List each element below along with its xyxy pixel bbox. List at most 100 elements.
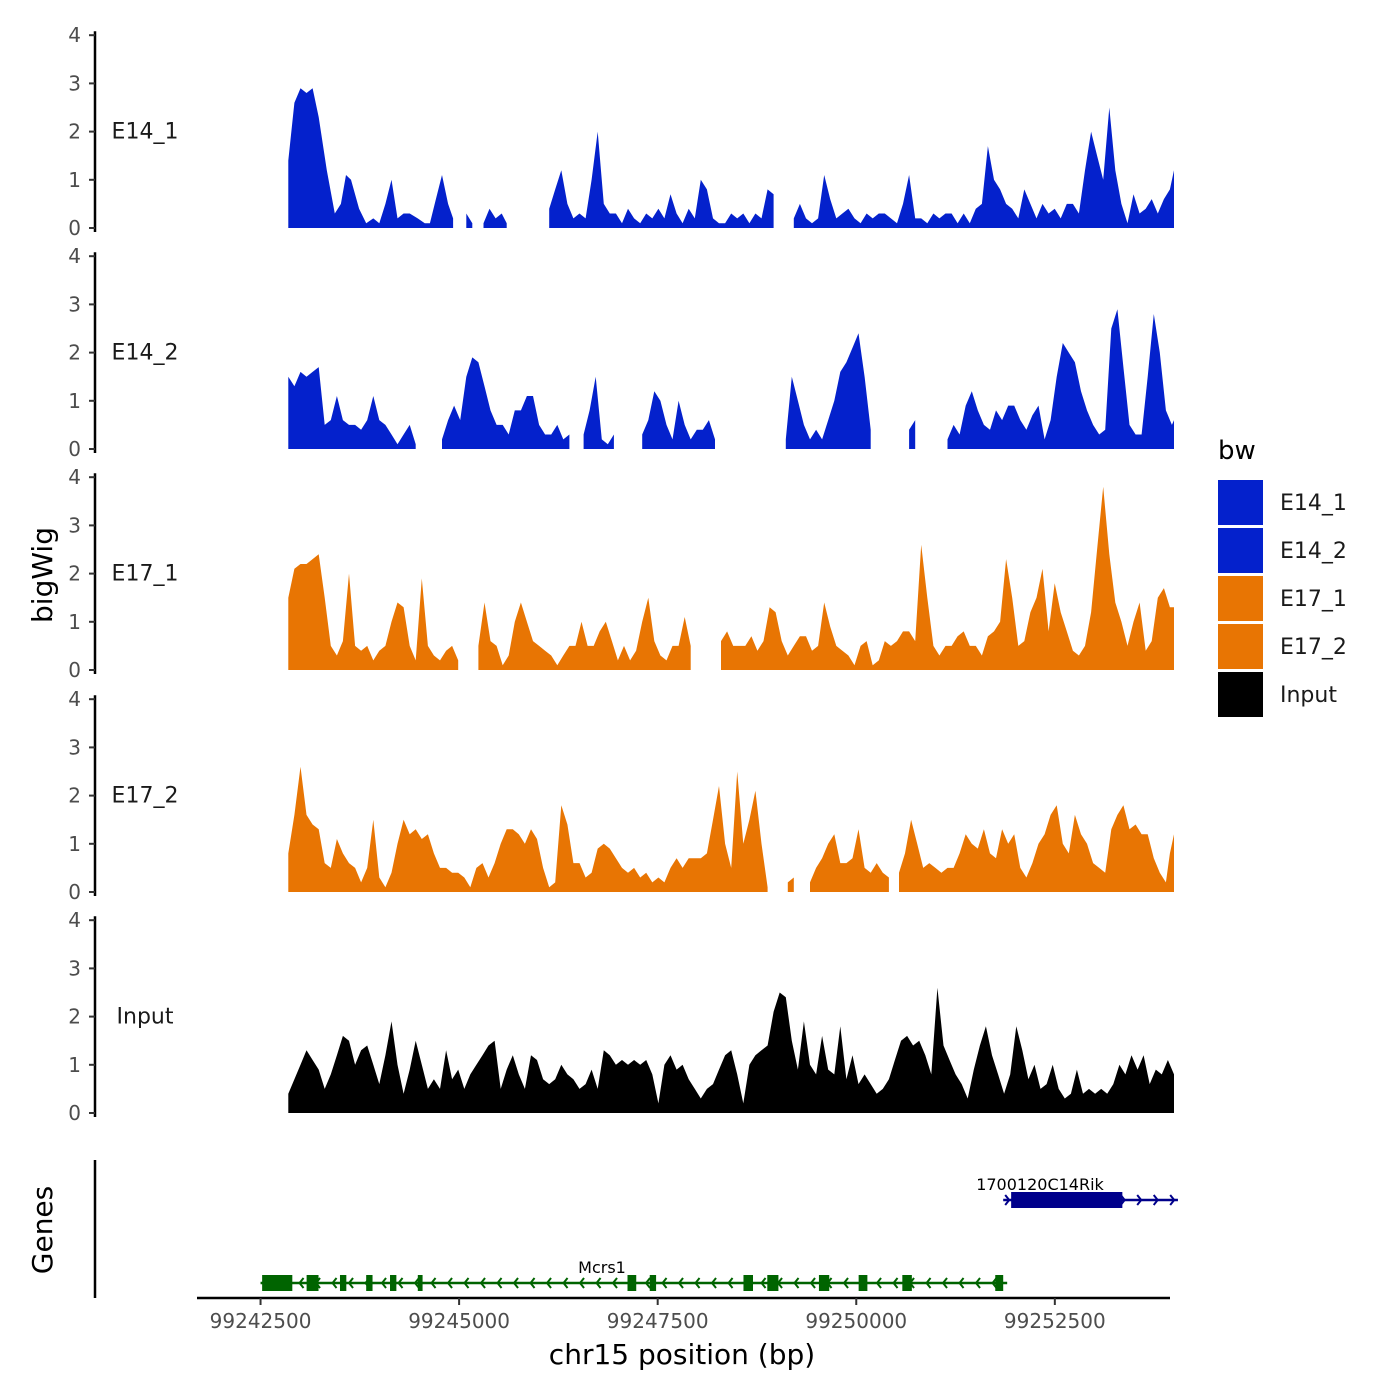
strand-arrow-icon [611,1277,618,1289]
coverage-area [442,357,570,449]
coverage-area [721,486,1174,670]
y-tick-label: 2 [68,784,81,808]
strand-arrow-icon [842,1277,849,1289]
y-tick-label: 1 [68,1053,81,1077]
strand-arrow-icon [479,1277,486,1289]
exon [743,1275,753,1291]
coverage-area [810,829,889,892]
strand-arrow-icon [562,1277,569,1289]
y-tick-label: 4 [68,23,81,47]
track-E14_1: 0 1 2 3 4 E14_1 [68,23,1174,240]
x-tick-label: 99242500 [210,1309,312,1333]
legend: bw E14_1 E14_2 E17_1 E17_2 Input [1218,436,1347,717]
legend-key-E14_2 [1218,528,1263,573]
strand-arrow-icon [347,1277,354,1289]
strand-arrow-icon [397,1277,404,1289]
strand-arrow-icon [380,1277,387,1289]
y-tick-label: 2 [68,120,81,144]
coverage-area [288,88,454,228]
coverage-area [288,987,1174,1113]
strand-arrow-icon [463,1277,470,1289]
legend-title: bw [1218,436,1256,466]
y-tick-label: 1 [68,168,81,192]
track-E17_2: 0 1 2 3 4 E17_2 [68,687,1174,904]
strand-arrow-icon [875,1277,882,1289]
exon [858,1275,868,1291]
legend-key-Input [1218,672,1263,717]
y-tick-label: 4 [68,244,81,268]
coverage-area [583,376,614,449]
strand-arrow-icon [760,1277,767,1289]
track-Input: 0 1 2 3 4 Input [68,908,1174,1125]
strand-arrow-icon [727,1277,734,1289]
y-tick-label: 3 [68,735,81,759]
legend-key-E14_1 [1218,480,1263,525]
y-tick-label: 3 [68,292,81,316]
y-tick-label: 0 [68,437,81,461]
strand-arrow-icon [892,1277,899,1289]
y-tick-label: 3 [68,956,81,980]
strand-arrow-icon [710,1277,717,1289]
strand-arrow-icon [595,1277,602,1289]
strand-arrow-icon [413,1277,420,1289]
gene-1700120C14Rik: 1700120C14Rik [976,1175,1178,1208]
gene-label: Mcrs1 [578,1258,626,1277]
y-tick-label: 0 [68,658,81,682]
strand-arrow-icon [644,1277,651,1289]
x-tick-label: 99247500 [607,1309,709,1333]
coverage-area [793,107,1174,228]
strand-arrow-icon [1004,1194,1011,1206]
y-tick-label: 2 [68,562,81,586]
strand-arrow-icon [512,1277,519,1289]
coverage-area [642,391,715,449]
legend-label: Input [1280,683,1337,708]
y-tick-label: 2 [68,1005,81,1029]
legend-key-E17_2 [1218,624,1263,669]
strand-arrow-icon [446,1277,453,1289]
exon [902,1275,912,1291]
legend-label: E14_2 [1280,539,1347,564]
strand-arrow-icon [991,1277,998,1289]
strand-arrow-icon [331,1277,338,1289]
exon [627,1275,637,1291]
coverage-area [288,367,416,449]
coverage-area [899,805,1174,892]
strand-arrow-icon [793,1277,800,1289]
x-tick-label: 99252500 [1004,1309,1106,1333]
strand-arrow-icon [578,1277,585,1289]
coverage-area [787,877,794,892]
exon [649,1275,657,1291]
strand-arrow-icon [529,1277,536,1289]
strand-arrow-icon [496,1277,503,1289]
exon [818,1275,830,1291]
gene-Mcrs1: Mcrs1 [260,1258,1008,1291]
strand-arrow-icon [677,1277,684,1289]
coverage-area [549,131,774,228]
x-axis: 99242500 99245000 99247500 99250000 99252500 [197,1296,1170,1333]
strand-arrow-icon [1169,1194,1176,1206]
coverage-area [478,597,691,670]
y-axis-title-genes: Genes [26,1186,59,1274]
track-label: E17_1 [112,562,179,587]
y-tick-label: 2 [68,341,81,365]
exon [1011,1192,1123,1208]
y-tick-label: 1 [68,832,81,856]
exon [339,1275,347,1291]
y-tick-label: 0 [68,216,81,240]
coverage-area [466,213,473,228]
track-E17_1: 0 1 2 3 4 E17_1 [68,465,1174,682]
exon [366,1275,373,1291]
strand-arrow-icon [974,1277,981,1289]
coverage-area [288,554,459,670]
exon [417,1275,423,1291]
coverage-area [909,420,916,449]
exon [262,1275,293,1291]
y-tick-label: 3 [68,71,81,95]
y-tick-label: 1 [68,610,81,634]
gene-label: 1700120C14Rik [976,1175,1104,1194]
legend-label: E17_1 [1280,587,1347,612]
legend-label: E14_1 [1280,491,1347,516]
track-label: E14_2 [112,341,179,366]
coverage-area [947,309,1174,449]
